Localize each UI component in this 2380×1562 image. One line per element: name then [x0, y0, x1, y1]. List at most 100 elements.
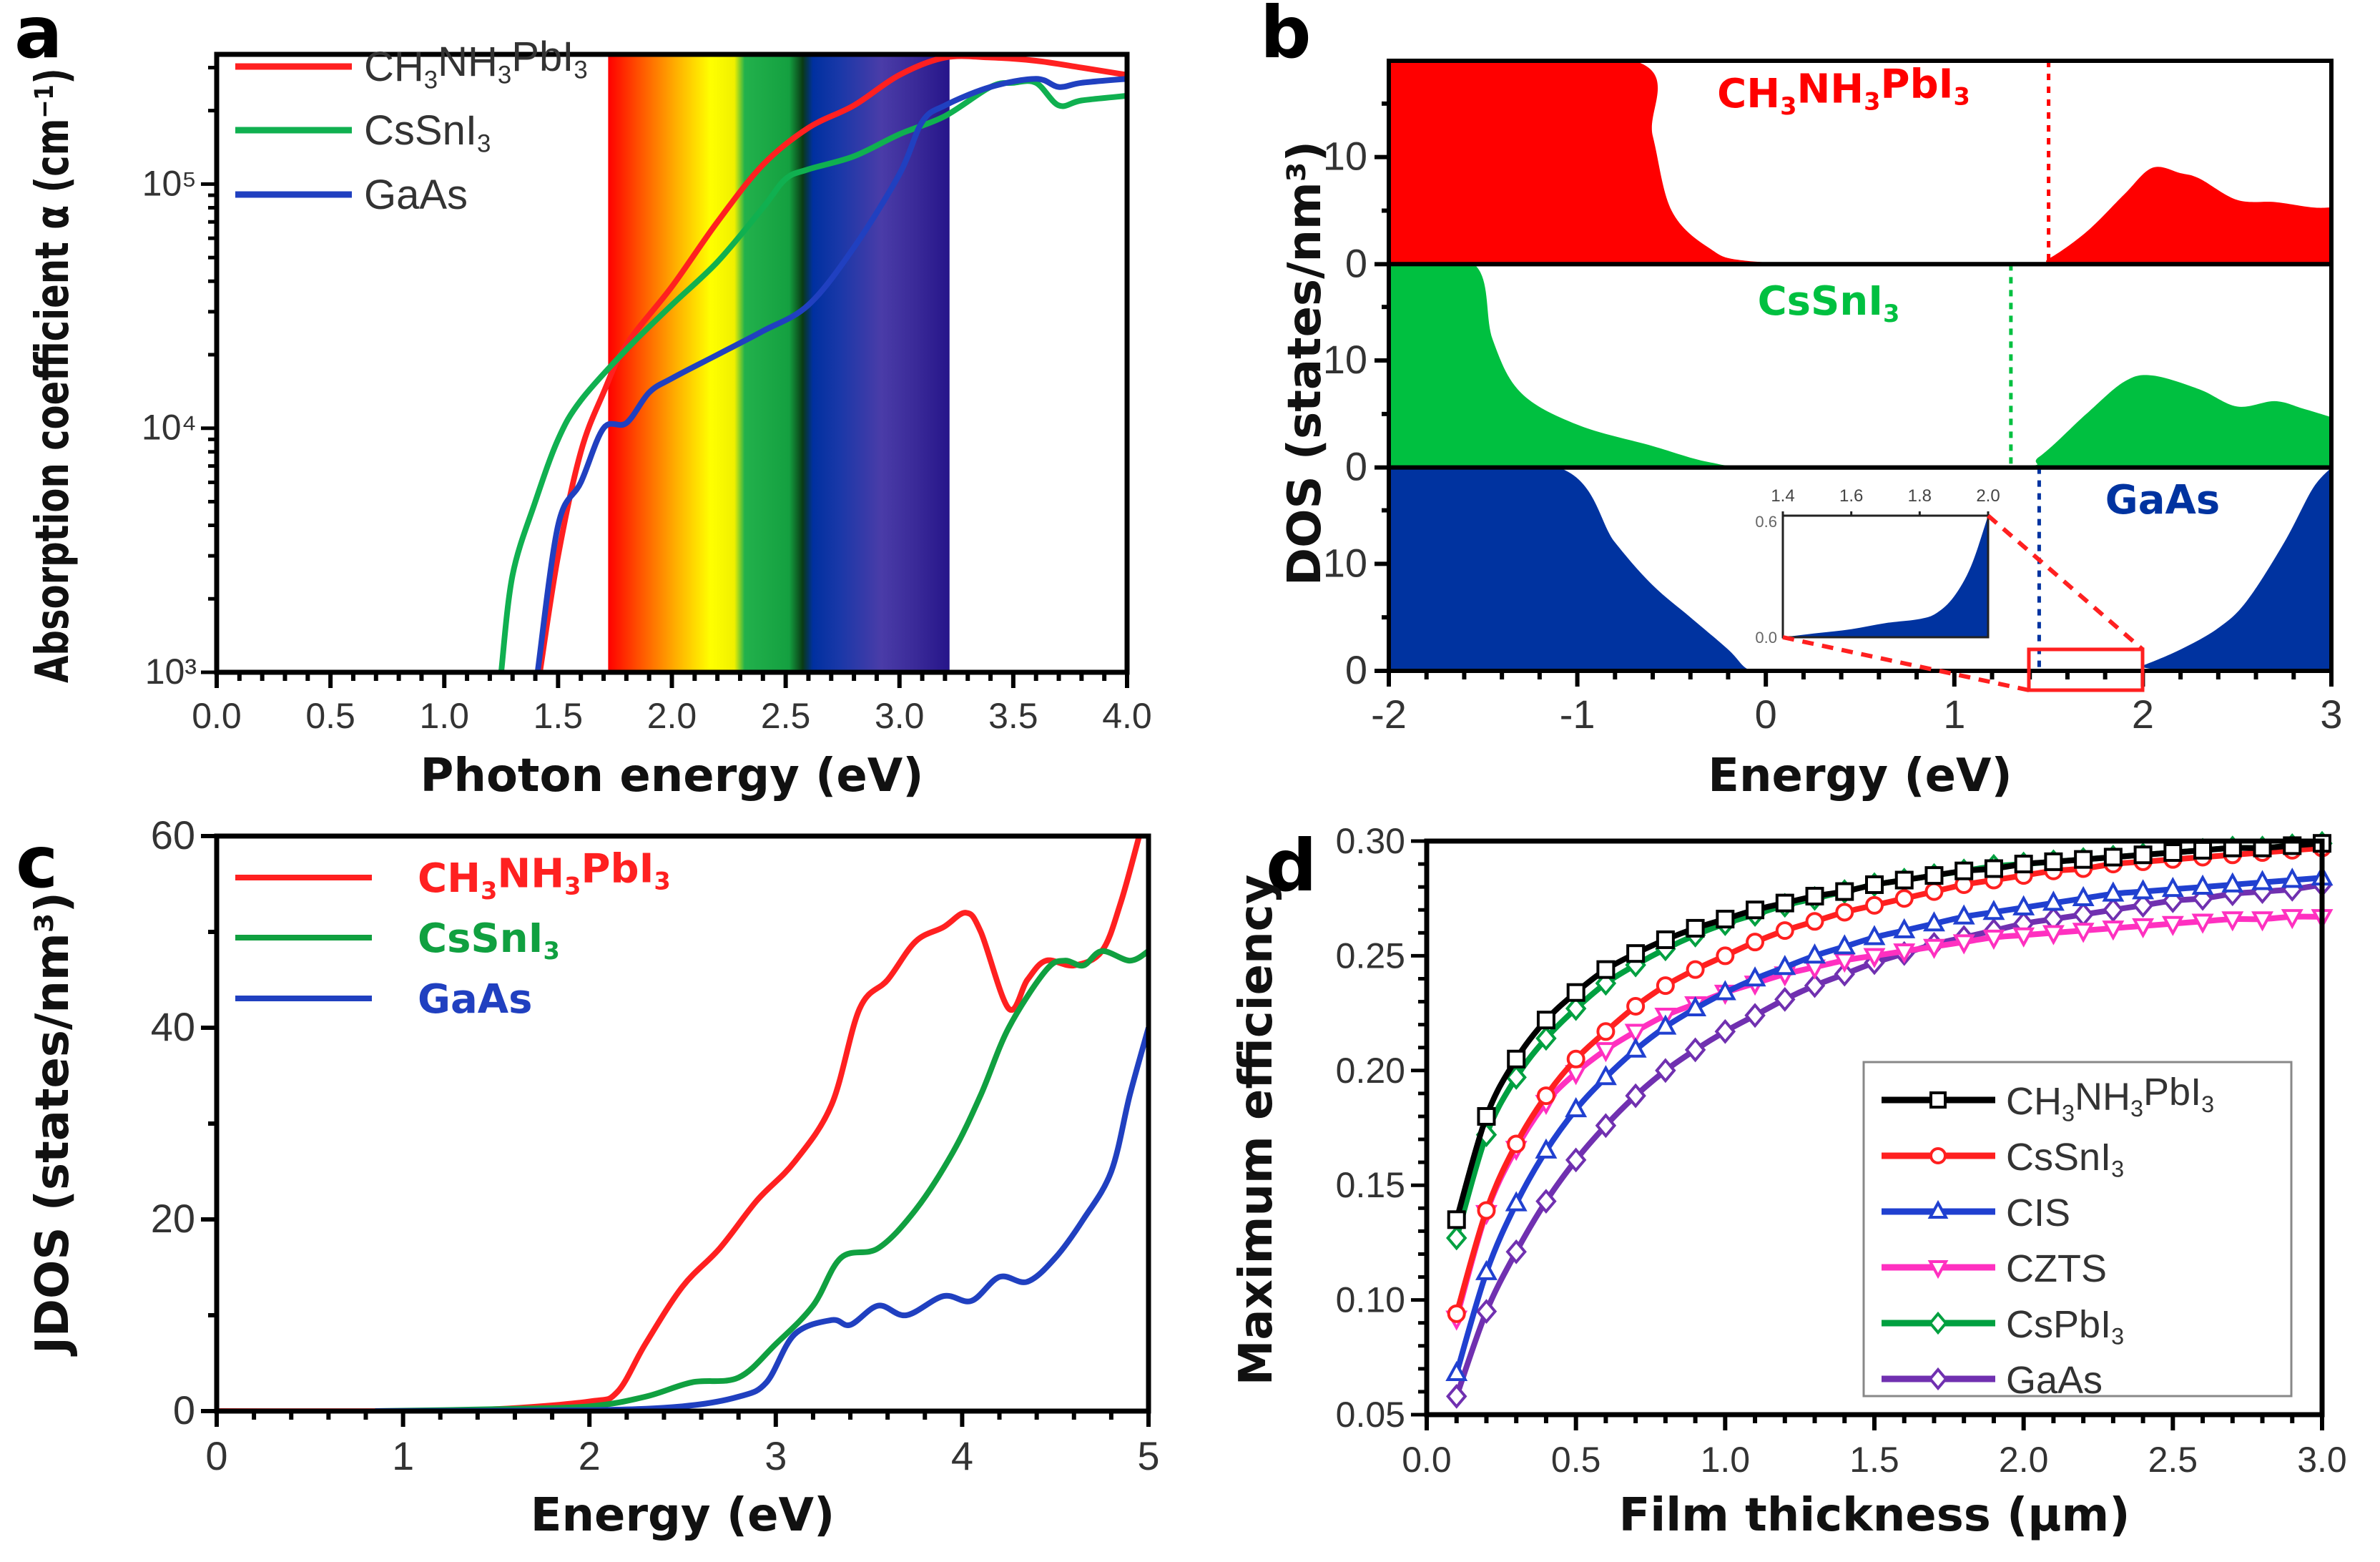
y-tick-label: 0 [1345, 444, 1367, 489]
inset-x-tick-label: 1.6 [1839, 486, 1863, 506]
x-tick-label: 3.0 [875, 696, 925, 736]
marker-square [1656, 930, 1675, 949]
marker-circle [1447, 1304, 1466, 1323]
marker-circle [1924, 882, 1944, 901]
marker-circle [1865, 895, 1884, 915]
x-tick-label: 1.0 [419, 696, 469, 736]
marker-diamond [1475, 1299, 1498, 1325]
y-tick-label: 10⁴ [142, 408, 197, 448]
marker-diamond [1804, 973, 1826, 998]
y-axis-title: Absorption coefficient α (cm⁻¹) [26, 68, 79, 683]
marker-triangle-up [2221, 872, 2244, 893]
panel-letter-d: d [1266, 824, 1317, 908]
marker-square [2014, 855, 2033, 874]
subpanel-frame [1387, 465, 2334, 674]
marker-diamond [1565, 1147, 1587, 1173]
series-CIS [1445, 865, 2334, 1382]
marker-circle [1507, 1134, 1526, 1154]
marker-triangle-up [1505, 1191, 1528, 1212]
marker-diamond [1774, 986, 1796, 1012]
x-tick-label: 0.5 [305, 696, 355, 736]
y-axis-title: DOS (states/nm³) [1279, 141, 1332, 586]
dos-area [1389, 61, 2331, 265]
y-tick-label: 20 [151, 1196, 195, 1241]
material-label: CsSnI3 [1758, 278, 1900, 328]
marker-triangle-up [1922, 911, 1945, 932]
marker-circle [1656, 976, 1675, 996]
y-tick-label: 0 [173, 1387, 195, 1433]
y-tick-label: 0.10 [1336, 1280, 1405, 1320]
inset-dos-area [1783, 516, 1988, 637]
x-tick-label: 1.0 [1701, 1440, 1751, 1480]
x-axis-title: Energy (eV) [531, 1489, 835, 1542]
marker-square [1805, 886, 1824, 905]
marker-triangle-up [1804, 943, 1826, 964]
x-tick-label: 3 [2320, 692, 2342, 737]
zoom-connector [1987, 514, 2144, 652]
marker-triangle-up [1952, 904, 1975, 925]
x-tick-label: 2.5 [761, 696, 811, 736]
marker-circle [1716, 946, 1735, 966]
x-tick-label: -2 [1371, 692, 1407, 737]
dos-subpanel-GaAs: 0 10 GaAs [1323, 465, 2334, 692]
marker-circle [1536, 1086, 1555, 1106]
marker-diamond [2072, 902, 2094, 928]
marker-triangle-up [1594, 1065, 1617, 1086]
inset-y-tick-label: 0.6 [1755, 513, 1777, 531]
marker-triangle-up [2132, 879, 2155, 900]
y-tick-label: 0.30 [1336, 821, 1405, 861]
x-tick-label: 0.5 [1551, 1440, 1601, 1480]
legend-label: GaAs [2006, 1359, 2103, 1402]
marker-square [1924, 866, 1944, 885]
marker-triangle-down [1863, 948, 1886, 968]
marker-triangle-down [2132, 918, 2155, 939]
inset-x-tick-label: 1.4 [1771, 486, 1794, 506]
marker-square [1626, 944, 1646, 963]
panel-letter-a: a [14, 0, 62, 74]
marker-triangle-up [1654, 1014, 1677, 1035]
inset: 1.4 1.6 1.8 2.0 0.0 0.6 [1755, 486, 2145, 692]
marker-triangle-up [1475, 1259, 1498, 1280]
x-tick-label: 0 [205, 1433, 227, 1478]
legend-label: CsPbI3 [2006, 1303, 2124, 1350]
inset-x-tick-label: 1.8 [1908, 486, 1932, 506]
marker-triangle-down [1594, 1042, 1617, 1063]
y-tick-label: 0.25 [1336, 935, 1405, 976]
marker-square [1686, 918, 1705, 938]
inset-frame [1781, 514, 1990, 639]
y-tick-label: 60 [151, 812, 195, 858]
inset-x-tick-label: 2.0 [1976, 486, 2000, 506]
series-group [1445, 830, 2334, 1409]
x-tick-label: 2.0 [1999, 1440, 2049, 1480]
legend-label: CsSnI3 [364, 107, 491, 157]
marker-diamond [1565, 996, 1587, 1021]
x-axis-title: Photon energy (eV) [420, 750, 923, 802]
x-tick-label: 4.0 [1102, 696, 1152, 736]
dos-subpanel-CH3NH3PbI3: 0 10 CH3NH3PbI3 [1323, 59, 2334, 285]
marker-square [2074, 850, 2093, 869]
series-line-CH3NH3PbI3 [536, 54, 1127, 672]
y-tick-label: 10 [1323, 337, 1367, 382]
marker-diamond [1505, 1065, 1527, 1090]
series-line-GaAs [375, 1026, 1149, 1411]
marker-triangle-down [1952, 934, 1975, 955]
marker-circle [1566, 1049, 1585, 1069]
legend-label: CsSnI3 [2006, 1136, 2124, 1182]
series-line-CsSnI3 [375, 948, 1149, 1411]
x-tick-label: 1.5 [1849, 1440, 1899, 1480]
marker-circle [1477, 1201, 1496, 1220]
marker-diamond [1446, 1225, 1467, 1251]
panel-b: 0 10 CH3NH3PbI3 0 10 CsSnI3 0 10 GaAs -2 -1 0 1 2 3 Ene… [1260, 0, 2343, 802]
x-tick-label: 2.0 [647, 696, 697, 736]
marker-diamond [2132, 893, 2154, 918]
marker-circle [1805, 912, 1824, 931]
marker-triangle-down [2102, 920, 2125, 941]
panel-d: 0.0 0.5 1.0 1.5 2.0 2.5 3.0 0.05 0.10 0.15 0.20 0.2… [1266, 821, 2347, 1542]
material-label: CH3NH3PbI3 [1717, 62, 1970, 121]
marker-triangle-up [1982, 900, 2005, 920]
zoom-region-box [2027, 647, 2145, 692]
marker-square [2133, 845, 2153, 865]
marker-triangle-down [2012, 927, 2035, 948]
legend-label: CZTS [2006, 1247, 2107, 1290]
legend-label: CsSnI3 [418, 915, 560, 965]
